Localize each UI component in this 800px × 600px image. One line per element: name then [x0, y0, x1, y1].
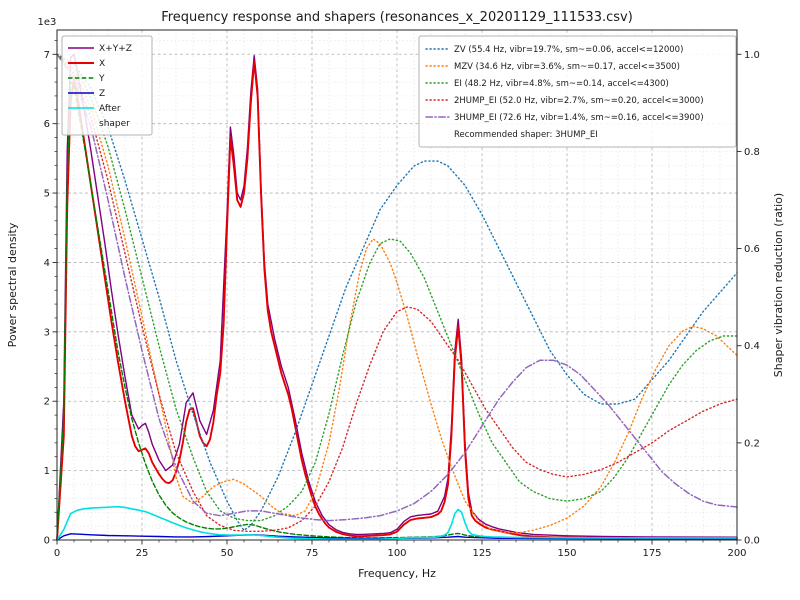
series-y	[56, 81, 738, 541]
series-mzv	[56, 53, 738, 534]
svg-text:3: 3	[44, 327, 50, 338]
svg-text:4: 4	[44, 258, 50, 269]
svg-text:0.0: 0.0	[744, 536, 760, 547]
plot-area: 0 25 50 75 100 125 150 175 200 0 1 2 3 4 5 6 7 0.0 0.2 0.4 0…	[44, 29, 760, 559]
svg-text:125: 125	[472, 548, 491, 559]
y-axis-offset-label: 1e3	[38, 17, 57, 28]
svg-text:Recommended shaper: 3HUMP_EI: Recommended shaper: 3HUMP_EI	[454, 130, 598, 140]
svg-text:150: 150	[557, 548, 576, 559]
svg-text:2HUMP_EI (52.0 Hz, vibr=2.7%,: 2HUMP_EI (52.0 Hz, vibr=2.7%, sm~=0.20, …	[454, 96, 704, 106]
series-zv	[56, 53, 738, 531]
legend-psd: X+Y+Z XYZ After shaper	[61, 35, 153, 136]
svg-text:After: After	[99, 104, 121, 114]
svg-text:0: 0	[44, 536, 50, 547]
svg-text:75: 75	[306, 548, 319, 559]
svg-text:5: 5	[44, 189, 50, 200]
series-lines	[56, 53, 738, 541]
svg-text:0: 0	[54, 548, 60, 559]
y-axis-left-label: Power spectral density	[6, 222, 19, 347]
svg-text:0.6: 0.6	[744, 244, 760, 255]
svg-text:MZV (34.6 Hz, vibr=3.6%, sm~=0: MZV (34.6 Hz, vibr=3.6%, sm~=0.17, accel…	[454, 62, 680, 72]
svg-text:7: 7	[44, 50, 50, 61]
series-after-shaper	[56, 505, 738, 541]
series-x	[56, 60, 738, 541]
svg-text:6: 6	[44, 119, 50, 130]
svg-text:ZV (55.4 Hz, vibr=19.7%, sm~=0: ZV (55.4 Hz, vibr=19.7%, sm~=0.06, accel…	[454, 45, 683, 55]
svg-text:1: 1	[44, 466, 50, 477]
svg-text:25: 25	[136, 548, 149, 559]
svg-text:2: 2	[44, 397, 50, 408]
svg-text:Z: Z	[99, 89, 105, 99]
svg-text:200: 200	[727, 548, 746, 559]
svg-text:shaper: shaper	[99, 119, 130, 129]
series-ei	[56, 53, 738, 522]
y-axis-right-label: Shaper vibration reduction (ratio)	[772, 193, 785, 377]
svg-text:0.4: 0.4	[744, 341, 760, 352]
svg-text:50: 50	[221, 548, 234, 559]
svg-text:X: X	[99, 59, 105, 69]
svg-text:100: 100	[387, 548, 406, 559]
svg-text:3HUMP_EI (72.6 Hz, vibr=1.4%,: 3HUMP_EI (72.6 Hz, vibr=1.4%, sm~=0.16, …	[454, 113, 704, 123]
svg-text:Y: Y	[98, 74, 105, 84]
legend-shapers: ZV (55.4 Hz, vibr=19.7%, sm~=0.06, accel…	[418, 35, 737, 148]
svg-text:0.2: 0.2	[744, 438, 760, 449]
axis-ticks: 0 25 50 75 100 125 150 175 200 0 1 2 3 4 5 6 7 0.0 0.2 0.4 0…	[44, 40, 760, 559]
series-2hump-ei	[56, 53, 738, 532]
svg-text:X+Y+Z: X+Y+Z	[99, 44, 132, 54]
series-3hump-ei	[56, 53, 738, 522]
svg-text:0.8: 0.8	[744, 147, 760, 158]
svg-text:EI (48.2 Hz, vibr=4.8%, sm~=0.: EI (48.2 Hz, vibr=4.8%, sm~=0.14, accel<…	[454, 79, 669, 89]
x-axis-label: Frequency, Hz	[358, 567, 436, 580]
svg-text:175: 175	[642, 548, 661, 559]
chart-title: Frequency response and shapers (resonanc…	[161, 10, 633, 25]
series-x-y-z	[56, 53, 738, 541]
svg-text:1.0: 1.0	[744, 50, 760, 61]
